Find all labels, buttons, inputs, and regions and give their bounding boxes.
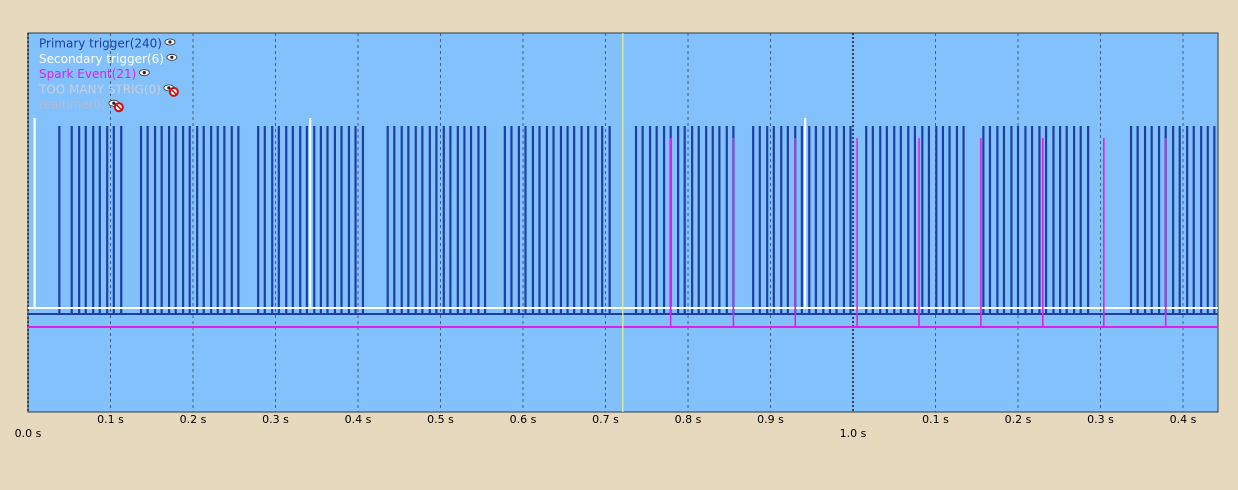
eye-pupil — [168, 40, 172, 44]
legend-entry: realtime(0) — [39, 98, 106, 112]
eye-pupil — [142, 71, 146, 75]
x-tick-label: 0.6 s — [510, 413, 537, 426]
x-tick-label: 0.9 s — [757, 413, 784, 426]
x-tick-label: 0.3 s — [262, 413, 289, 426]
x-tick-label: 0.3 s — [1087, 413, 1114, 426]
x-tick-label: 0.1 s — [97, 413, 124, 426]
legend-entry: Spark Event(21) — [39, 67, 136, 81]
x-tick-label: 1.0 s — [840, 427, 867, 440]
eye-pupil — [112, 101, 116, 105]
x-tick-label: 0.2 s — [1005, 413, 1032, 426]
eye-pupil — [167, 86, 171, 90]
x-tick-label: 0.8 s — [675, 413, 702, 426]
x-tick-label: 0.0 s — [15, 427, 42, 440]
legend-entry: TOO MANY STRIG(0) — [38, 82, 161, 96]
x-tick-label: 0.5 s — [427, 413, 454, 426]
x-tick-label: 0.2 s — [180, 413, 207, 426]
x-tick-label: 0.1 s — [922, 413, 949, 426]
hidden-slash — [170, 88, 177, 95]
legend-entry: Secondary trigger(6) — [39, 52, 164, 66]
x-tick-label: 0.4 s — [1170, 413, 1197, 426]
legend-entry: Primary trigger(240) — [39, 37, 162, 51]
hidden-slash — [115, 104, 122, 111]
eye-pupil — [170, 55, 174, 59]
x-tick-label: 0.4 s — [345, 413, 372, 426]
x-tick-label: 0.7 s — [592, 413, 619, 426]
